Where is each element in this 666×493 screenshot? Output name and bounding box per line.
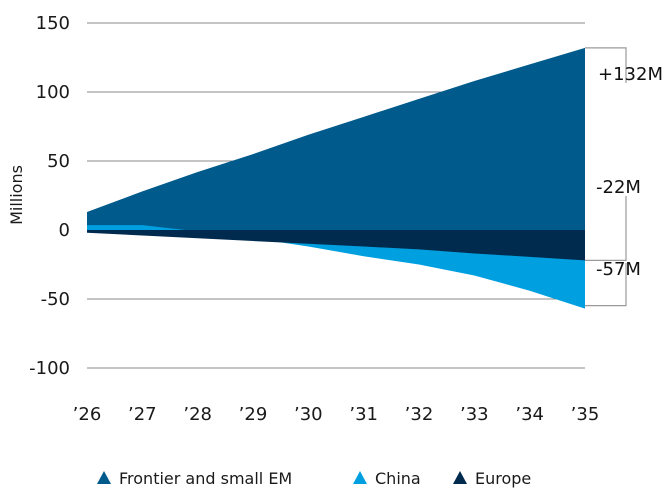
annotation-label: +132M [598,64,663,85]
y-tick-label: 0 [59,220,70,241]
annotation-leader-line [585,47,627,83]
annotation-label: -22M [596,177,641,198]
area-frontier-and-small-em [87,47,585,231]
area-europe [87,230,585,261]
legend-label: China [375,469,421,488]
legend-label: Frontier and small EM [119,469,292,488]
area-layer [87,47,585,309]
x-tick-label: ’27 [128,404,157,425]
x-tick-label: ’33 [460,404,489,425]
x-tick-label: ’35 [571,404,600,425]
legend: Frontier and small EM China Europe [97,469,531,488]
legend-label: Europe [475,469,531,488]
x-tick-label: ’32 [405,404,434,425]
x-tick-label: ’31 [349,404,378,425]
legend-triangle-icon [453,471,467,484]
x-tick-label: ’34 [515,404,544,425]
legend-triangle-icon [97,471,111,484]
x-tick-label: ’28 [183,404,212,425]
x-tick-label: ’30 [294,404,323,425]
y-axis-ticks: 150 100 50 0 -50 -100 [29,13,70,379]
x-axis-ticks: ’26 ’27 ’28 ’29 ’30 ’31 ’32 ’33 ’34 ’35 [73,404,600,425]
x-tick-label: ’29 [239,404,268,425]
y-axis-label: Millions [7,165,26,225]
x-tick-label: ’26 [73,404,102,425]
annotation-leader-line [585,196,627,261]
annotation-leader-line [585,263,627,307]
annotation-label: -57M [596,259,641,280]
legend-triangle-icon [353,471,367,484]
y-tick-label: 150 [36,13,70,34]
y-tick-label: -100 [29,358,70,379]
annotations: +132M -22M -57M [585,47,663,307]
y-tick-label: 100 [36,82,70,103]
y-tick-label: -50 [41,289,70,310]
y-tick-label: 50 [47,151,70,172]
